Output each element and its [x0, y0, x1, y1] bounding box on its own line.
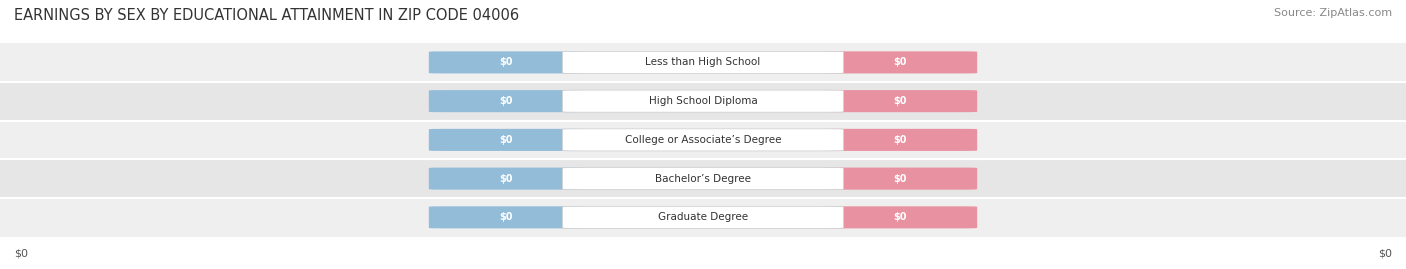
Text: EARNINGS BY SEX BY EDUCATIONAL ATTAINMENT IN ZIP CODE 04006: EARNINGS BY SEX BY EDUCATIONAL ATTAINMEN… [14, 8, 519, 23]
FancyBboxPatch shape [562, 90, 844, 112]
FancyBboxPatch shape [823, 51, 977, 73]
Text: $0: $0 [893, 57, 907, 68]
Text: $0: $0 [499, 212, 513, 222]
Text: $0: $0 [499, 174, 513, 184]
FancyBboxPatch shape [562, 168, 844, 190]
Text: $0: $0 [1378, 248, 1392, 258]
Text: High School Diploma: High School Diploma [648, 96, 758, 106]
Text: $0: $0 [499, 135, 513, 145]
Text: $0: $0 [893, 96, 907, 106]
Text: Less than High School: Less than High School [645, 57, 761, 68]
FancyBboxPatch shape [562, 206, 844, 228]
Bar [0, 43, 1406, 82]
FancyBboxPatch shape [562, 129, 844, 151]
Bar [0, 198, 1406, 237]
Bar [0, 82, 1406, 121]
Text: $0: $0 [893, 174, 907, 184]
FancyBboxPatch shape [429, 206, 583, 228]
Bar [0, 159, 1406, 198]
FancyBboxPatch shape [429, 129, 583, 151]
FancyBboxPatch shape [823, 129, 977, 151]
Text: $0: $0 [499, 57, 513, 68]
Text: $0: $0 [893, 135, 907, 145]
FancyBboxPatch shape [823, 206, 977, 228]
FancyBboxPatch shape [823, 168, 977, 190]
FancyBboxPatch shape [429, 51, 583, 73]
Text: $0: $0 [893, 212, 907, 222]
Text: College or Associate’s Degree: College or Associate’s Degree [624, 135, 782, 145]
FancyBboxPatch shape [562, 51, 844, 73]
FancyBboxPatch shape [429, 90, 583, 112]
FancyBboxPatch shape [429, 168, 583, 190]
Bar [0, 121, 1406, 159]
Text: $0: $0 [14, 248, 28, 258]
Text: Source: ZipAtlas.com: Source: ZipAtlas.com [1274, 8, 1392, 18]
FancyBboxPatch shape [823, 90, 977, 112]
Text: Graduate Degree: Graduate Degree [658, 212, 748, 222]
Text: Bachelor’s Degree: Bachelor’s Degree [655, 174, 751, 184]
Text: $0: $0 [499, 96, 513, 106]
